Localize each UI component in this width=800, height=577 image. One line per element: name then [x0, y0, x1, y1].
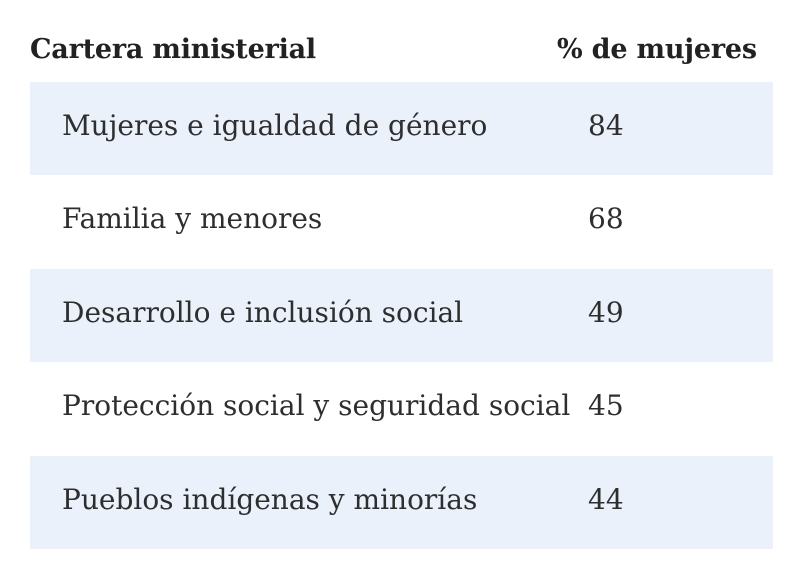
- table-row: Protección social y seguridad social 45: [30, 362, 773, 455]
- percent-cell: 45: [588, 389, 624, 423]
- header-percent-women: % de mujeres: [557, 34, 757, 65]
- ministry-cell: Mujeres e igualdad de género: [62, 109, 488, 142]
- percent-cell: 84: [588, 109, 624, 142]
- table-row: Mujeres e igualdad de género 84: [30, 82, 773, 176]
- data-table: Cartera ministerial % de mujeres Mujeres…: [30, 30, 773, 549]
- percent-cell: 49: [588, 295, 624, 329]
- table-row: Desarrollo e inclusión social 49: [30, 268, 773, 363]
- ministry-cell: Desarrollo e inclusión social: [62, 295, 464, 329]
- ministry-cell: Protección social y seguridad social: [62, 389, 571, 423]
- table-header: Cartera ministerial % de mujeres: [30, 30, 773, 82]
- header-ministry: Cartera ministerial: [30, 34, 316, 65]
- table-row: Pueblos indígenas y minorías 44: [30, 455, 773, 549]
- percent-cell: 44: [588, 482, 624, 516]
- ministry-cell: Pueblos indígenas y minorías: [62, 482, 478, 516]
- ministry-cell: Familia y menores: [62, 202, 323, 236]
- table-row: Familia y menores 68: [30, 175, 773, 268]
- percent-cell: 68: [588, 202, 624, 236]
